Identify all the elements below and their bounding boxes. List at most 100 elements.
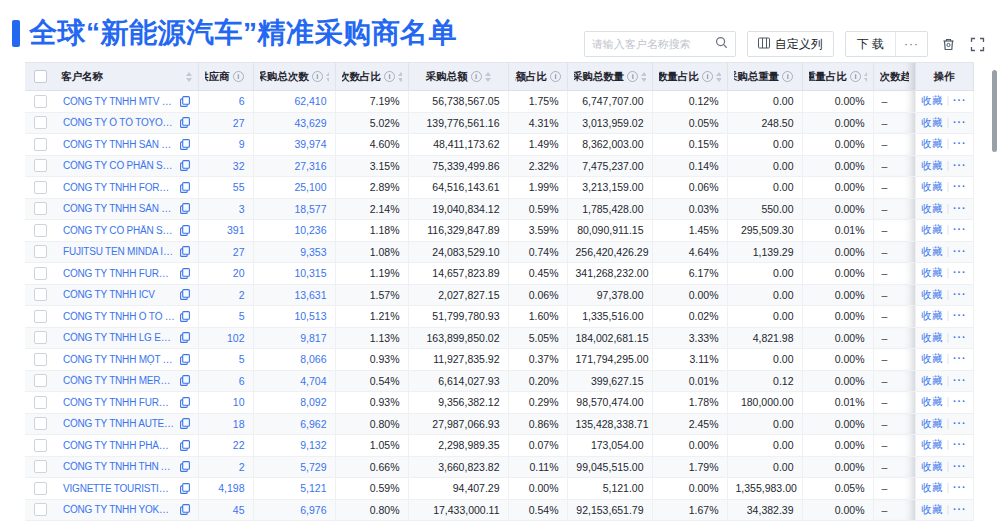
copy-icon[interactable] — [180, 139, 190, 150]
value-purchases[interactable]: 25,100 — [294, 181, 326, 193]
favorite-link[interactable]: 收藏 — [921, 288, 942, 300]
row-checkbox[interactable] — [34, 310, 47, 323]
favorite-link[interactable]: 收藏 — [921, 180, 942, 192]
customer-name-link[interactable]: FUJITSU TEN MINDA INDIA PVT... — [63, 246, 176, 257]
customer-name-link[interactable]: CÔNG TY CỔ PHẦN SẢN XUẤT... — [63, 160, 176, 171]
row-checkbox[interactable] — [34, 374, 47, 387]
copy-icon[interactable] — [180, 418, 190, 429]
customize-columns-button[interactable]: 自定义列 — [747, 31, 834, 57]
copy-icon[interactable] — [180, 397, 190, 408]
customer-name-link[interactable]: CÔNG TY TNHH MERCEDES–B... — [63, 375, 176, 386]
search-icon[interactable] — [715, 35, 728, 53]
column-header-purchase_pct[interactable]: 次数占比 — [335, 63, 408, 91]
value-supplier[interactable]: 2 — [239, 461, 245, 473]
value-supplier[interactable]: 391 — [227, 224, 245, 236]
customer-name-link[interactable]: CÔNG TY Ô TÔ TOYOTA VIỆT ... — [63, 117, 176, 128]
row-checkbox[interactable] — [34, 245, 47, 258]
row-checkbox[interactable] — [34, 202, 47, 215]
copy-icon[interactable] — [180, 117, 190, 128]
copy-icon[interactable] — [180, 483, 190, 494]
favorite-link[interactable]: 收藏 — [921, 503, 942, 515]
copy-icon[interactable] — [180, 354, 190, 365]
favorite-link[interactable]: 收藏 — [921, 417, 942, 429]
value-supplier[interactable]: 4,198 — [218, 482, 244, 494]
info-icon[interactable] — [550, 71, 561, 82]
value-purchases[interactable]: 27,316 — [294, 160, 326, 172]
value-supplier[interactable]: 45 — [233, 504, 245, 516]
copy-icon[interactable] — [180, 311, 190, 322]
row-more-button[interactable]: ··· — [953, 352, 967, 364]
row-more-button[interactable]: ··· — [953, 481, 967, 493]
value-supplier[interactable]: 6 — [239, 95, 245, 107]
row-checkbox[interactable] — [34, 95, 47, 108]
column-header-weight_pct[interactable]: 重量占比 — [802, 63, 873, 91]
customer-name-link[interactable]: CÔNG TY TNHH YOKOWO VIỆT... — [63, 504, 176, 515]
value-supplier[interactable]: 5 — [239, 353, 245, 365]
row-checkbox[interactable] — [34, 353, 47, 366]
column-header-qty[interactable]: 采购总数量 — [567, 63, 652, 91]
value-supplier[interactable]: 32 — [233, 160, 245, 172]
select-all-checkbox[interactable] — [34, 70, 47, 83]
copy-icon[interactable] — [180, 375, 190, 386]
row-more-button[interactable]: ··· — [953, 395, 967, 407]
value-supplier[interactable]: 3 — [239, 203, 245, 215]
customer-name-link[interactable]: CÔNG TY TNHH FORD VIỆT NAM — [63, 182, 176, 193]
value-purchases[interactable]: 8,066 — [300, 353, 326, 365]
favorite-link[interactable]: 收藏 — [921, 438, 942, 450]
row-checkbox[interactable] — [34, 116, 47, 129]
row-more-button[interactable]: ··· — [953, 309, 967, 321]
column-header-purchases[interactable]: 采购总次数 — [253, 63, 335, 91]
info-icon[interactable] — [471, 71, 482, 82]
favorite-link[interactable]: 收藏 — [921, 352, 942, 364]
copy-icon[interactable] — [180, 160, 190, 171]
value-supplier[interactable]: 10 — [233, 396, 245, 408]
value-supplier[interactable]: 55 — [233, 181, 245, 193]
value-purchases[interactable]: 9,817 — [300, 332, 326, 344]
column-header-weight[interactable]: 采购总重量 — [727, 63, 802, 91]
customer-name-link[interactable]: CÔNG TY TNHH PHÂN PHỐI T... — [63, 440, 176, 451]
customer-name-link[interactable]: CÔNG TY TNHH MỘT THÀNH V... — [63, 354, 176, 365]
row-more-button[interactable]: ··· — [953, 202, 967, 214]
value-purchases[interactable]: 43,629 — [294, 117, 326, 129]
copy-icon[interactable] — [180, 289, 190, 300]
fullscreen-icon[interactable] — [968, 35, 986, 53]
value-supplier[interactable]: 22 — [233, 439, 245, 451]
favorite-link[interactable]: 收藏 — [921, 331, 942, 343]
value-supplier[interactable]: 102 — [227, 332, 245, 344]
customer-search-box[interactable] — [584, 31, 736, 57]
value-purchases[interactable]: 18,577 — [294, 203, 326, 215]
row-more-button[interactable]: ··· — [953, 288, 967, 300]
vertical-scrollbar-thumb[interactable] — [992, 70, 997, 152]
value-supplier[interactable]: 20 — [233, 267, 245, 279]
row-more-button[interactable]: ··· — [953, 438, 967, 450]
value-supplier[interactable]: 5 — [239, 310, 245, 322]
copy-icon[interactable] — [180, 203, 190, 214]
row-more-button[interactable]: ··· — [953, 266, 967, 278]
copy-icon[interactable] — [180, 96, 190, 107]
value-supplier[interactable]: 27 — [233, 246, 245, 258]
favorite-link[interactable]: 收藏 — [921, 481, 942, 493]
row-more-button[interactable]: ··· — [953, 460, 967, 472]
row-checkbox[interactable] — [34, 396, 47, 409]
copy-icon[interactable] — [180, 246, 190, 257]
sort-icon[interactable] — [716, 72, 721, 82]
row-checkbox[interactable] — [34, 417, 47, 430]
copy-icon[interactable] — [180, 225, 190, 236]
value-purchases[interactable]: 9,132 — [300, 439, 326, 451]
sort-icon[interactable] — [485, 72, 491, 82]
download-more-button[interactable]: ··· — [895, 32, 927, 56]
value-supplier[interactable]: 2 — [239, 289, 245, 301]
row-checkbox[interactable] — [34, 331, 47, 344]
value-purchases[interactable]: 4,704 — [300, 375, 326, 387]
download-button[interactable]: 下 载 — [846, 32, 895, 56]
row-checkbox[interactable] — [34, 460, 47, 473]
info-icon[interactable] — [233, 71, 244, 82]
row-checkbox[interactable] — [34, 224, 47, 237]
customer-name-link[interactable]: CÔNG TY TNHH Ô TÔ MITSUBI... — [63, 311, 176, 322]
favorite-link[interactable]: 收藏 — [921, 94, 942, 106]
row-more-button[interactable]: ··· — [953, 245, 967, 257]
info-icon[interactable] — [702, 71, 713, 82]
customer-name-link[interactable]: CÔNG TY TNHH FURUKAWA A... — [63, 397, 176, 408]
favorite-link[interactable]: 收藏 — [921, 159, 942, 171]
value-purchases[interactable]: 5,729 — [300, 461, 326, 473]
